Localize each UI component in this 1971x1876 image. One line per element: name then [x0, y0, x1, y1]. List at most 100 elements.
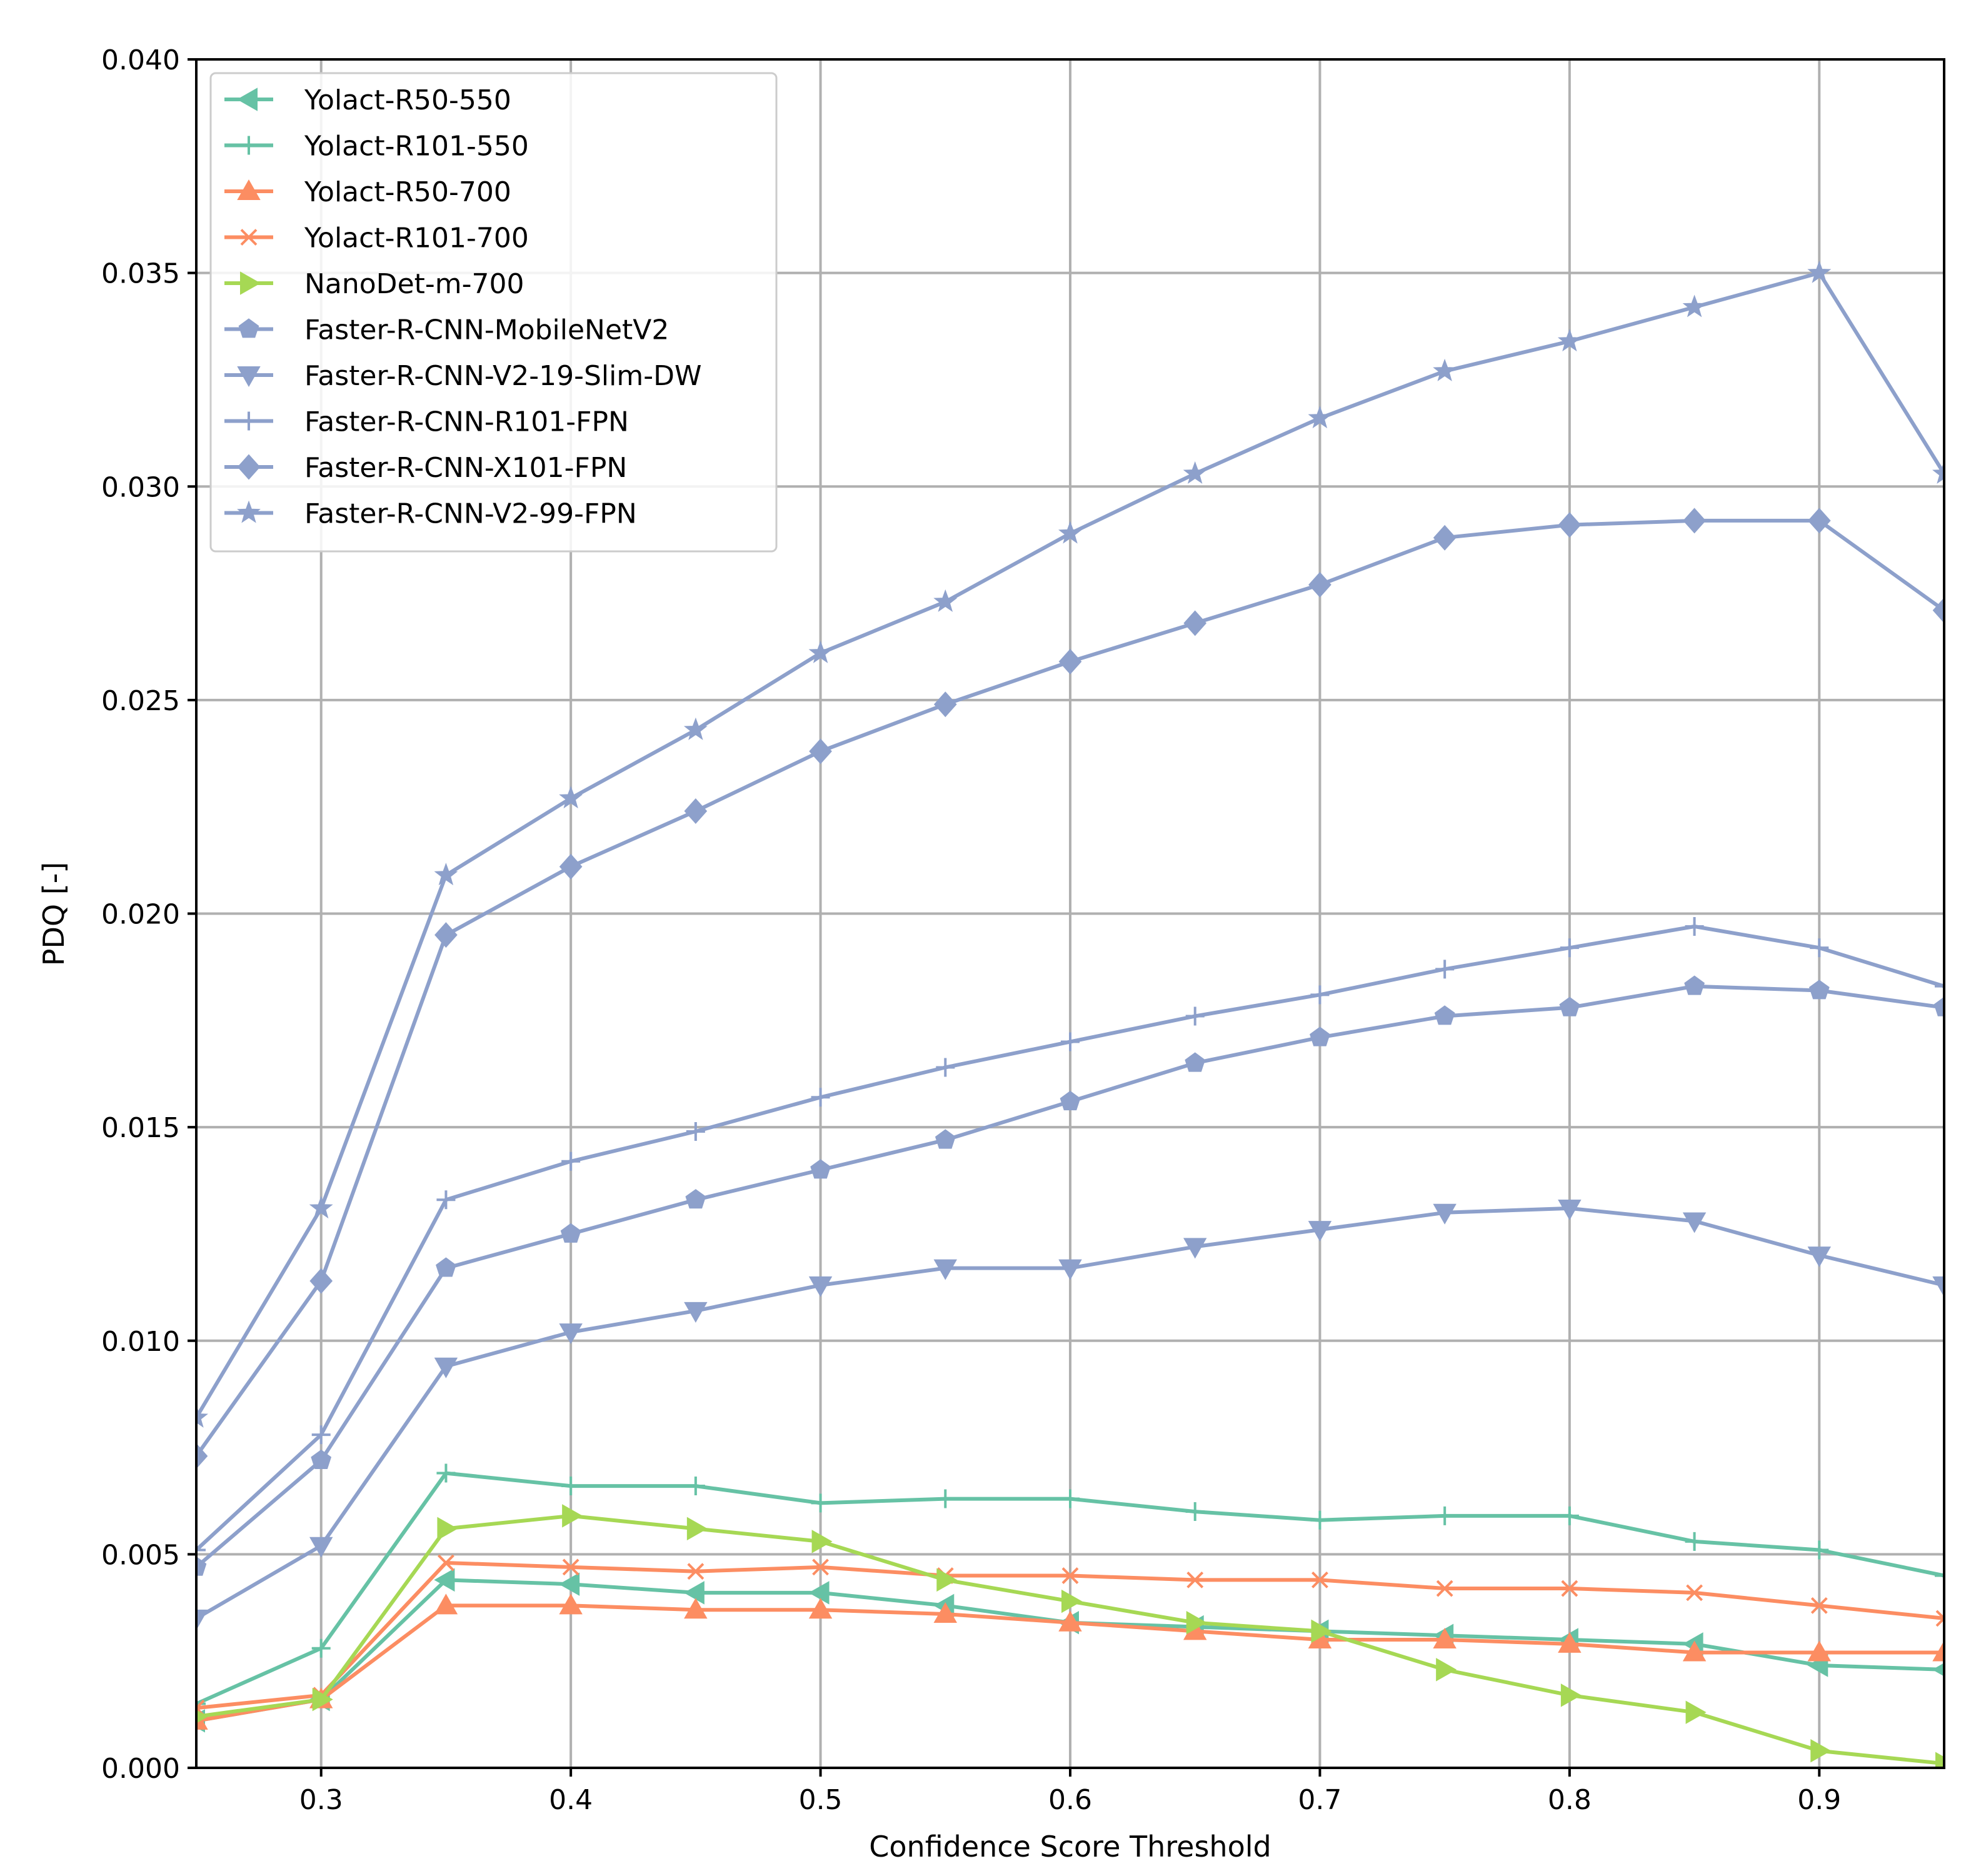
- legend-label: Faster-R-CNN-R101-FPN: [304, 406, 629, 438]
- legend-label: Faster-R-CNN-V2-19-Slim-DW: [304, 360, 702, 392]
- data-point: [1932, 597, 1944, 623]
- data-point: [1558, 512, 1582, 538]
- data-point: [1935, 1610, 1944, 1627]
- data-point: [1433, 1627, 1457, 1649]
- data-point: [1560, 1683, 1582, 1707]
- legend-label: Yolact-R50-550: [304, 84, 511, 116]
- data-point: [1308, 1221, 1332, 1242]
- data-point: [1311, 1571, 1328, 1588]
- data-point: [683, 1581, 705, 1605]
- legend-label: Yolact-R101-700: [304, 223, 529, 254]
- data-point: [684, 1302, 708, 1323]
- data-point: [1561, 1580, 1578, 1597]
- legend-marker: [237, 179, 261, 200]
- data-point: [1557, 328, 1582, 352]
- data-point: [311, 1425, 331, 1445]
- y-tick-label: 0.040: [101, 44, 180, 76]
- x-tick-label: 0.7: [1298, 1784, 1342, 1816]
- legend-marker: [240, 271, 261, 295]
- data-point: [1061, 1032, 1080, 1051]
- data-point: [1433, 358, 1457, 381]
- data-point: [434, 1357, 458, 1378]
- data-point: [1185, 1006, 1205, 1026]
- data-point: [311, 1449, 332, 1469]
- legend-label: Faster-R-CNN-MobileNetV2: [304, 314, 669, 346]
- data-point: [1185, 1052, 1206, 1072]
- data-point: [434, 863, 458, 886]
- data-point: [1183, 610, 1207, 636]
- data-point: [1436, 1580, 1453, 1597]
- legend-marker: [239, 136, 258, 155]
- data-point: [559, 1593, 583, 1615]
- data-point: [196, 1540, 206, 1560]
- series-Yolact-R101-550: [196, 1463, 1944, 1713]
- data-point: [1810, 1738, 1832, 1763]
- data-point: [1434, 1005, 1455, 1025]
- data-point: [808, 1581, 830, 1605]
- series-Faster-R-CNN-R101-FPN: [196, 917, 1944, 1560]
- data-point: [1807, 508, 1831, 534]
- data-point: [687, 1563, 705, 1580]
- data-point: [808, 1276, 833, 1297]
- x-tick-label: 0.9: [1797, 1784, 1841, 1816]
- data-point: [685, 1189, 706, 1209]
- data-point: [1058, 521, 1082, 544]
- legend-label: Yolact-R101-550: [304, 131, 529, 163]
- y-axis-label: PDQ [-]: [37, 862, 71, 966]
- data-point: [434, 1568, 455, 1592]
- data-point: [561, 1477, 581, 1496]
- data-point: [1807, 260, 1832, 283]
- data-point: [309, 1195, 333, 1219]
- data-point: [436, 1257, 456, 1277]
- data-point: [809, 738, 832, 765]
- data-point: [559, 1572, 580, 1596]
- data-point: [1685, 1700, 1707, 1724]
- data-point: [1061, 1589, 1083, 1613]
- data-point: [1435, 1506, 1455, 1525]
- y-tick-label: 0.005: [101, 1539, 180, 1571]
- data-point: [684, 1598, 708, 1619]
- data-point: [686, 1121, 705, 1141]
- y-tick-label: 0.030: [101, 471, 180, 503]
- data-point: [936, 1058, 955, 1077]
- data-point: [1682, 294, 1707, 318]
- y-tick-label: 0.015: [101, 1112, 180, 1144]
- legend-label: Faster-R-CNN-X101-FPN: [304, 452, 627, 484]
- x-axis-label: Confidence Score Threshold: [869, 1830, 1271, 1863]
- data-point: [1932, 1276, 1944, 1297]
- data-point: [1808, 980, 1830, 1000]
- data-point: [559, 853, 583, 880]
- series-Yolact-R50-700: [196, 1593, 1944, 1730]
- data-point: [1060, 1090, 1081, 1111]
- legend-marker: [236, 88, 258, 111]
- series-group: [196, 260, 1944, 1768]
- data-point: [810, 1159, 831, 1179]
- legend-entry: Yolact-R101-700: [224, 223, 529, 254]
- legend-entry: Faster-R-CNN-V2-19-Slim-DW: [224, 360, 702, 392]
- series-Faster-R-CNN-X101-FPN: [196, 508, 1944, 1469]
- series-Faster-R-CNN-MobileNetV2: [196, 975, 1944, 1576]
- data-point: [808, 1598, 833, 1619]
- data-point: [562, 1504, 583, 1528]
- legend-marker: [238, 318, 259, 338]
- data-point: [1310, 1510, 1330, 1530]
- data-point: [1932, 1640, 1944, 1662]
- data-point: [437, 1517, 458, 1541]
- data-point: [196, 1556, 207, 1576]
- legend-box: [209, 72, 778, 553]
- data-point: [935, 1129, 956, 1149]
- data-point: [559, 1323, 583, 1345]
- legend-marker: [237, 454, 261, 480]
- data-point: [1932, 461, 1944, 484]
- legend-entry: Faster-R-CNN-V2-99-FPN: [224, 498, 637, 530]
- data-point: [1058, 1259, 1082, 1280]
- data-point: [1183, 461, 1207, 484]
- data-point: [936, 1568, 958, 1592]
- legend-label: NanoDet-m-700: [304, 268, 524, 300]
- legend-label: Faster-R-CNN-V2-99-FPN: [304, 498, 637, 530]
- data-point: [1433, 524, 1457, 551]
- data-point: [438, 1554, 454, 1572]
- data-point: [1685, 917, 1704, 936]
- data-point: [312, 1687, 333, 1712]
